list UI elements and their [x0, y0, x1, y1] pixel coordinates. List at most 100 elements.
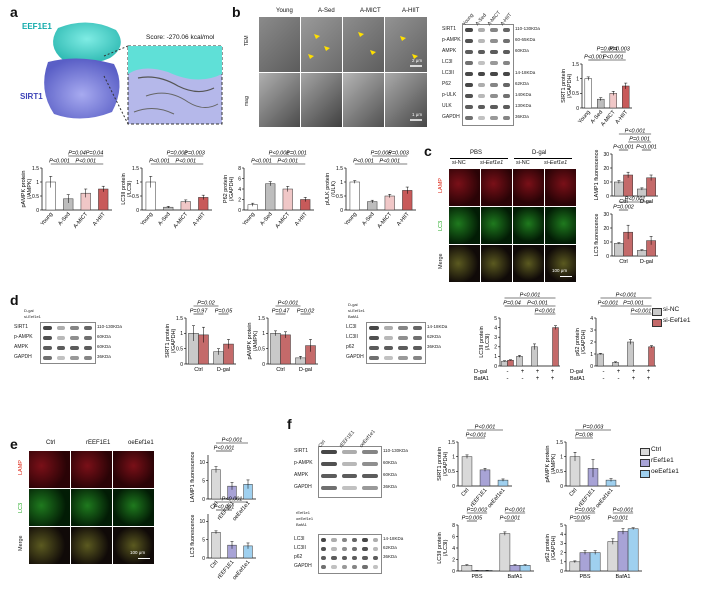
blot-band	[369, 346, 379, 350]
bar	[509, 565, 521, 572]
legend-ctrl: Ctrl	[651, 446, 662, 453]
p-value-label: P=0.001	[623, 301, 644, 307]
western-blot-d2: LC3I 14-18KDa LC3II 62KDa p62 36KDa GAPDH D-gal…	[344, 300, 474, 372]
scale-bar-label: 100 μm	[552, 268, 568, 273]
y-axis-label: LC3II protein(/LC3I)	[121, 173, 133, 205]
panel-label-b: b	[232, 4, 241, 20]
y-axis-label: P62 protein(/GAPDH)	[223, 175, 235, 203]
y-tick-label: 1.5	[336, 166, 343, 172]
blot-band	[362, 450, 378, 454]
blot-band	[502, 105, 510, 109]
blot-row-label: LC3II	[442, 70, 454, 76]
y-tick-label: 30	[603, 152, 609, 158]
docking-structure-image	[44, 22, 223, 125]
x-tick-label: Young	[40, 211, 54, 227]
blot-size-label: 60KDa	[383, 472, 397, 477]
y-tick-label: 6	[452, 534, 455, 540]
y-axis-label: pAMPK protein(/AMPK)	[21, 171, 33, 208]
panel-label-d: d	[10, 292, 19, 308]
y-tick-label: 0	[452, 484, 455, 490]
p-value-label: P<0.001	[616, 293, 637, 299]
blot-band	[331, 538, 337, 542]
treatment-row: D-gal - + + +BafA1- - + +	[570, 369, 651, 382]
blot-size-label: 60KDa	[97, 344, 111, 349]
chart-sirt1_d: 0 0.5 1 1.5 SIRT1 protein(/GAPDH) Ctrl D-gal P=…	[165, 301, 236, 373]
blot-band	[352, 565, 358, 569]
blot-row-label: GAPDH	[346, 354, 364, 360]
y-axis-label: pULK protein(/ULK)	[325, 173, 337, 205]
y-tick-label: 1.5	[448, 440, 455, 446]
p-value-label: P<0.001	[75, 159, 96, 165]
blot-band	[398, 326, 408, 330]
blot-band	[362, 462, 378, 466]
plus-minus: +	[647, 376, 651, 382]
blot-row-label: p-AMPK	[294, 460, 313, 466]
plus-minus: +	[647, 369, 651, 375]
blot-row-label: AMPK	[294, 472, 309, 478]
blot-band	[362, 547, 368, 551]
blot-band	[477, 116, 485, 120]
blot-band	[352, 538, 358, 542]
sirt1-surface	[44, 58, 120, 119]
p-value-label: P=0.003	[609, 47, 631, 53]
y-tick-label: 20	[603, 166, 609, 172]
y-tick-label: 2	[590, 340, 593, 346]
bar	[589, 552, 601, 572]
blot-band	[83, 356, 92, 360]
blot-size-label: 14-18KDa	[427, 324, 448, 329]
p-value-label: P=0.001	[286, 151, 307, 157]
legend-f: Ctrl rEef1e1 oeEef1e1	[640, 446, 706, 486]
p-value-label: P=0.04	[68, 151, 86, 157]
blot-band	[70, 336, 79, 340]
y-tick-label: 0	[180, 362, 183, 368]
blot-band	[412, 356, 422, 360]
em-col-young: Young	[276, 8, 293, 14]
blot-size-label: 36KDa	[515, 114, 529, 119]
plus-minus: +	[551, 376, 555, 382]
fluorescence-image	[448, 206, 481, 245]
y-tick-label: 1	[262, 331, 265, 337]
blot-size-label: 60KDa	[97, 334, 111, 339]
y-tick-label: 30	[603, 212, 609, 218]
blot-size-label: 36KDa	[383, 554, 397, 559]
y-tick-label: 20	[603, 226, 609, 232]
blot-band	[502, 83, 510, 87]
x-tick-label: Ctrl	[568, 487, 578, 497]
blot-band	[43, 356, 52, 360]
bar	[648, 346, 655, 367]
x-tick-label: A-Sed	[259, 211, 273, 227]
p-value-label: P<0.001	[598, 301, 619, 307]
bar	[98, 188, 109, 211]
docking-figure: EEF1E1 SIRT1 Score: -270.06 kcal/mol	[18, 16, 228, 126]
x-tick-label: Ctrl	[194, 367, 203, 373]
blot-band	[477, 83, 485, 87]
p-value-label: P<0.001	[379, 159, 400, 165]
p-value-label: P<0.001	[505, 508, 526, 514]
em-image	[384, 72, 428, 128]
blot-size-label: 36KDa	[97, 354, 111, 359]
col-oe: oeEef1e1	[128, 440, 154, 446]
bar	[519, 565, 531, 572]
treatment-label: si-Eef1e1	[24, 314, 41, 319]
x-tick-label: Ctrl	[209, 500, 219, 510]
y-tick-label: 0.5	[572, 91, 579, 97]
plus-minus: -	[522, 376, 524, 382]
lane-sieef-1: si-Eef1e1	[480, 160, 504, 166]
p-value-label: P=0.002	[575, 508, 596, 514]
bar	[609, 93, 617, 109]
docking-score: Score: -270.06 kcal/mol	[146, 34, 215, 41]
blot-band	[477, 39, 485, 43]
x-tick-label: Ctrl	[276, 367, 285, 373]
blot-band	[83, 336, 92, 340]
y-tick-label: 1.5	[32, 166, 39, 172]
legend-oe: oeEef1e1	[651, 468, 679, 475]
western-blot-f1: Ctrl rEEF1E1 oeEef1e1 SIRT1 110-130KDa p-AMPK…	[290, 428, 420, 500]
western-blot-d1: SIRT1 110-130KDa p-AMPK 60KDa AMPK 60KDa GAPDH…	[14, 306, 144, 376]
y-tick-label: 8	[238, 166, 241, 172]
treatment-label: D-gal	[348, 302, 358, 307]
blot-size-label: 110-130KDa	[383, 448, 408, 453]
legend-d: si-NC si-Eef1e1	[652, 306, 708, 336]
